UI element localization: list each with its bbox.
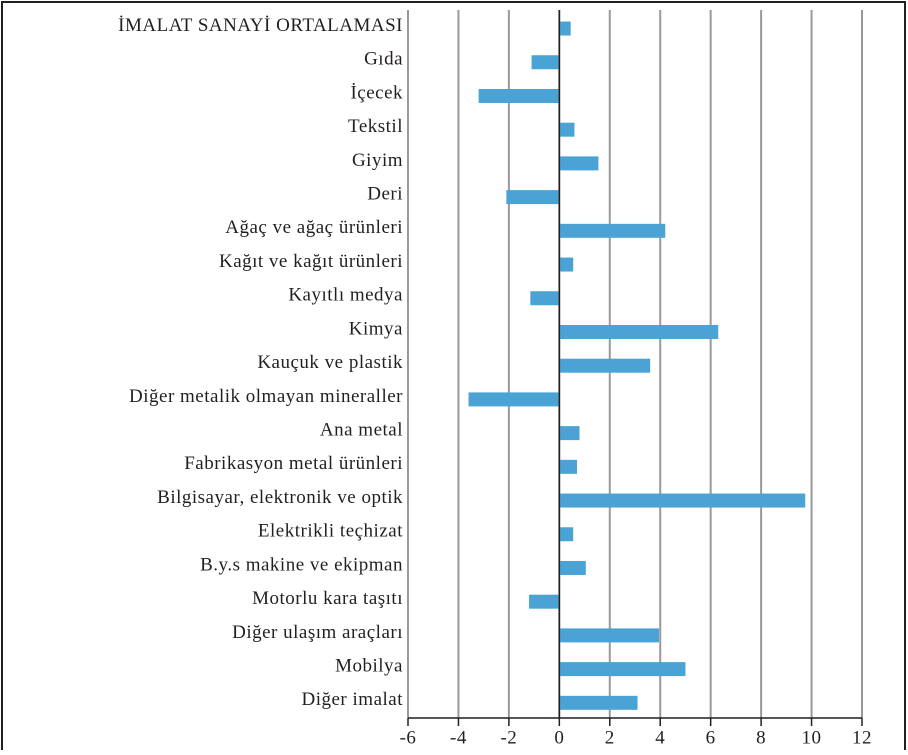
- x-tick-label: 8: [756, 727, 766, 748]
- bar: [559, 223, 666, 238]
- bar: [559, 662, 686, 677]
- x-tick-label: 6: [706, 727, 716, 748]
- y-tick-label: Ana metal: [320, 419, 403, 440]
- x-tick-label: 12: [852, 727, 872, 748]
- bar: [559, 560, 586, 575]
- y-tick-label: B.y.s makine ve ekipman: [200, 554, 403, 575]
- bar: [559, 695, 638, 710]
- bar: [529, 594, 560, 609]
- y-tick-label: Diğer metalik olmayan mineraller: [129, 386, 403, 407]
- y-tick-label: Elektrikli teçhizat: [258, 521, 403, 542]
- bar: [559, 156, 599, 171]
- bar: [559, 21, 571, 36]
- bar: [559, 527, 574, 542]
- y-tick-label: Fabrikasyon metal ürünleri: [184, 453, 403, 474]
- bar: [559, 257, 574, 272]
- x-tick-label: 10: [802, 727, 822, 748]
- y-tick-label: Kağıt ve kağıt ürünleri: [219, 251, 403, 272]
- y-tick-label: Bilgisayar, elektronik ve optik: [157, 487, 403, 508]
- y-tick-label: Gıda: [364, 49, 403, 70]
- bar: [468, 392, 560, 407]
- x-tick-label: -4: [450, 727, 467, 748]
- bar: [531, 55, 560, 70]
- y-tick-label: Diğer imalat: [302, 689, 404, 710]
- bar: [530, 291, 560, 306]
- x-tick-label: -6: [400, 727, 417, 748]
- bar: [559, 459, 577, 474]
- y-tick-label: Kayıtlı medya: [288, 285, 403, 306]
- y-tick-label: Kauçuk ve plastik: [257, 352, 403, 373]
- y-tick-label: İçecek: [350, 82, 403, 103]
- x-tick-label: 0: [554, 727, 564, 748]
- y-tick-label: Ağaç ve ağaç ürünleri: [225, 217, 403, 238]
- bar: [559, 324, 719, 339]
- bar: [478, 88, 560, 103]
- x-tick-label: 4: [655, 727, 665, 748]
- bar: [559, 628, 659, 643]
- bar: [559, 122, 575, 137]
- bar: [506, 190, 560, 205]
- y-tick-label: İMALAT SANAYİ ORTALAMASI: [118, 15, 403, 36]
- bar: [559, 358, 651, 373]
- bar: [559, 493, 806, 508]
- x-tick-label: -2: [500, 727, 517, 748]
- x-tick-label: 2: [605, 727, 615, 748]
- y-tick-label: Motorlu kara taşıtı: [252, 588, 403, 609]
- y-tick-label: Deri: [367, 183, 403, 204]
- bar: [559, 426, 580, 441]
- y-tick-label: Diğer ulaşım araçları: [232, 622, 403, 643]
- y-tick-label: Tekstil: [348, 116, 403, 137]
- y-tick-label: Mobilya: [335, 655, 403, 676]
- y-tick-label: Kimya: [349, 318, 403, 339]
- y-tick-label: Giyim: [352, 150, 403, 171]
